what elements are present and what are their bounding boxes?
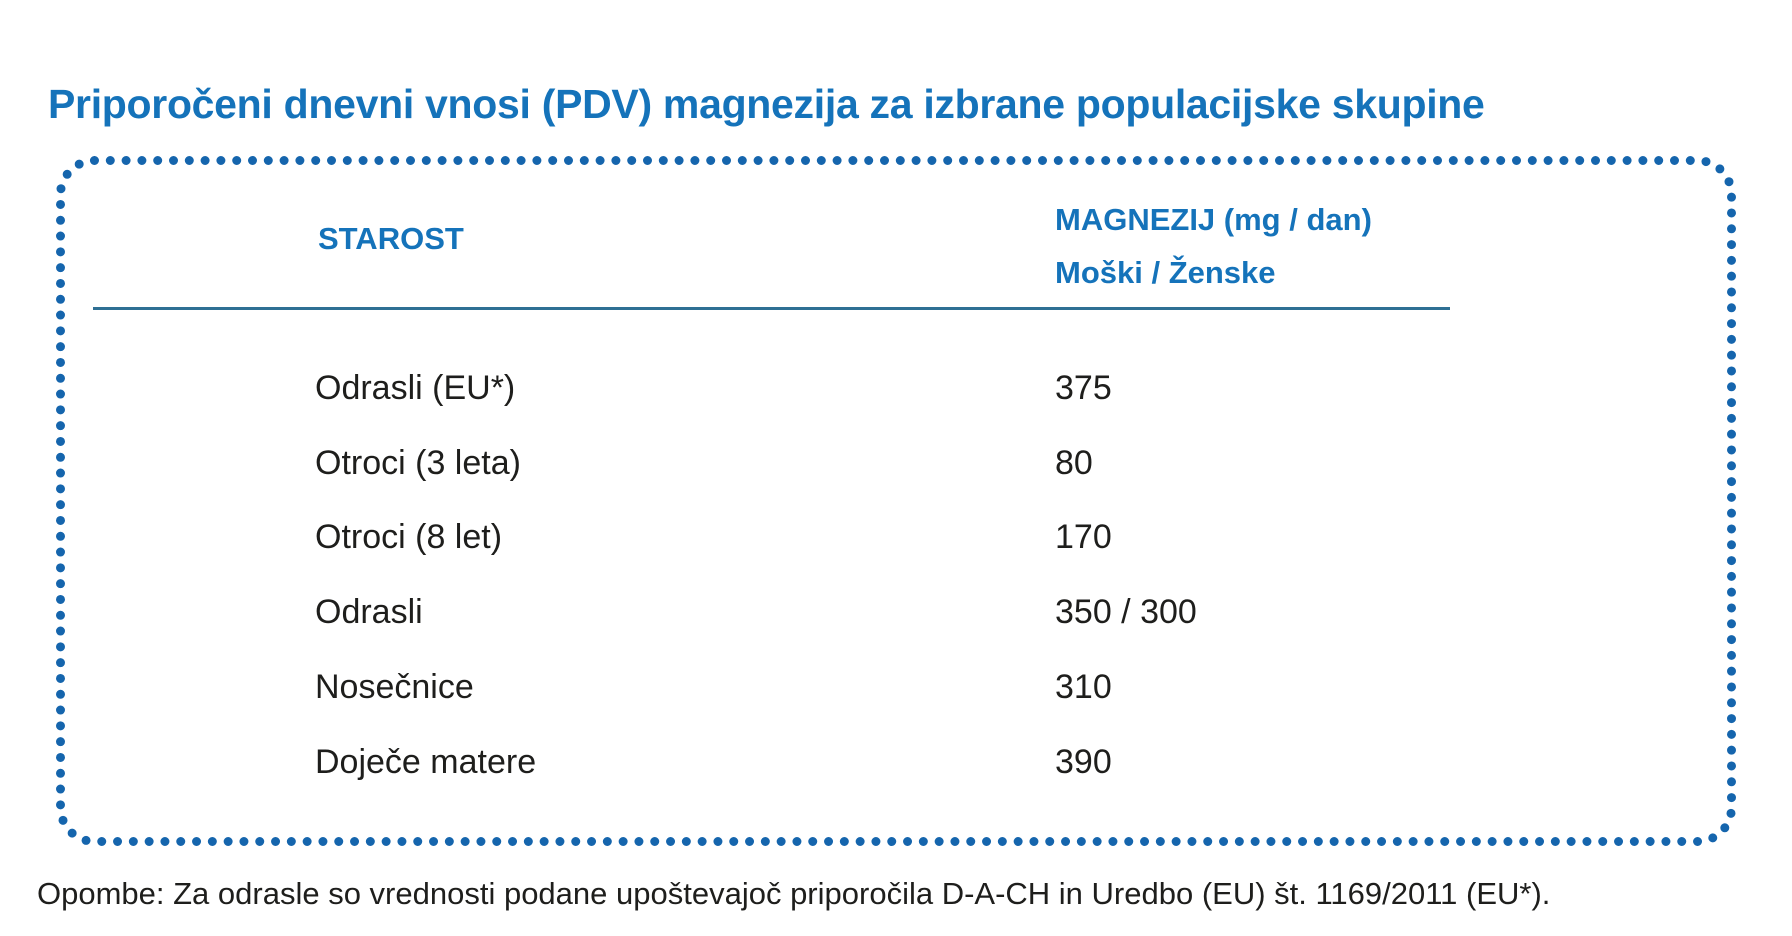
table-rows: Odrasli (EU*) 375 Otroci (3 leta) 80 Otr…: [315, 351, 1615, 800]
column-header-age: STAROST: [318, 221, 464, 256]
column-header-magnesium: MAGNEZIJ (mg / dan) Moški / Ženske: [1055, 193, 1372, 299]
row-label: Nosečnice: [315, 668, 474, 707]
row-label: Otroci (3 leta): [315, 443, 521, 482]
footnote: Opombe: Za odrasle so vrednosti podane u…: [37, 876, 1551, 911]
table-row: Otroci (8 let) 170: [315, 501, 1615, 576]
column-header-magnesium-line1: MAGNEZIJ (mg / dan): [1055, 202, 1372, 237]
column-header-magnesium-line2: Moški / Ženske: [1055, 255, 1276, 290]
table-row: Odrasli 350 / 300: [315, 575, 1615, 650]
row-value: 80: [1055, 443, 1093, 482]
row-value: 375: [1055, 368, 1112, 407]
table-row: Nosečnice 310: [315, 650, 1615, 725]
table-row: Odrasli (EU*) 375: [315, 351, 1615, 426]
row-value: 350 / 300: [1055, 593, 1197, 632]
row-label: Otroci (8 let): [315, 518, 503, 557]
row-value: 390: [1055, 742, 1112, 781]
row-label: Doječe matere: [315, 742, 537, 781]
table-row: Doječe matere 390: [315, 725, 1615, 800]
row-value: 310: [1055, 668, 1112, 707]
dotted-border: [56, 156, 1736, 846]
header-separator-line: [93, 307, 1450, 310]
row-label: Odrasli: [315, 593, 423, 632]
table-row: Otroci (3 leta) 80: [315, 426, 1615, 501]
row-value: 170: [1055, 518, 1112, 557]
row-label: Odrasli (EU*): [315, 368, 516, 407]
page-title: Priporočeni dnevni vnosi (PDV) magnezija…: [48, 81, 1485, 128]
magnesium-table: STAROST MAGNEZIJ (mg / dan) Moški / Žens…: [56, 156, 1736, 846]
